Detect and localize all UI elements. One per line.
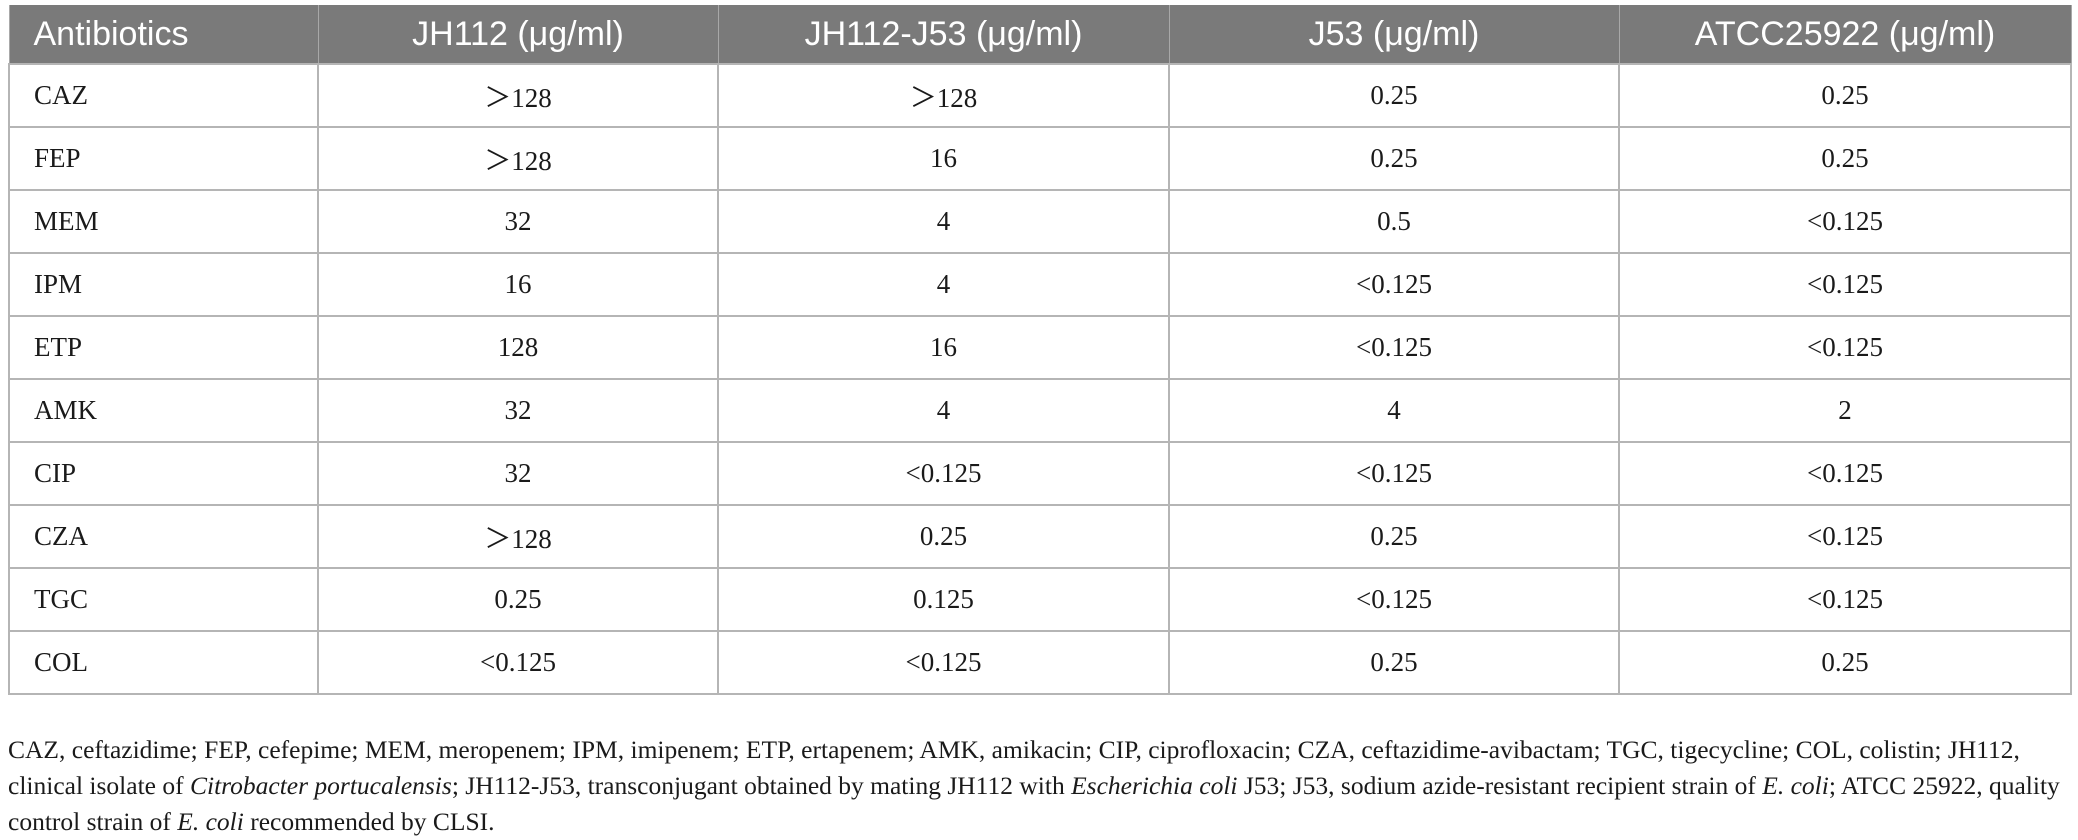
antibiotic-cell: TGC: [8, 567, 319, 632]
value-cell: 0.25: [1168, 504, 1620, 569]
mic-table: Antibiotics JH112 (μg/ml) JH112-J53 (μg/…: [8, 5, 2072, 695]
species-name: E. coli: [177, 806, 244, 836]
value-cell: 0.25: [1618, 126, 2072, 191]
value-cell: 0.25: [717, 504, 1170, 569]
value-cell: 128: [317, 315, 719, 380]
value-cell: <0.125: [717, 441, 1170, 506]
header-jh112-j53: JH112-J53 (μg/ml): [717, 5, 1170, 64]
value-cell: <0.125: [1618, 189, 2072, 254]
value-cell: 0.25: [1168, 126, 1620, 191]
value-cell: <0.125: [1168, 441, 1620, 506]
value-cell: 4: [717, 378, 1170, 443]
table-row: CIP 32 <0.125 <0.125 <0.125: [8, 441, 2072, 506]
table-row: FEP ＞128 16 0.25 0.25: [8, 126, 2072, 191]
table-row: TGC 0.25 0.125 <0.125 <0.125: [8, 567, 2072, 632]
footnote-text: ; JH112-J53, transconjugant obtained by …: [451, 770, 1072, 800]
value-cell: <0.125: [317, 630, 719, 695]
table-row: CZA ＞128 0.25 0.25 <0.125: [8, 504, 2072, 569]
mic-table-container: Antibiotics JH112 (μg/ml) JH112-J53 (μg/…: [8, 5, 2072, 695]
value-cell: <0.125: [1168, 252, 1620, 317]
value-cell: 32: [317, 189, 719, 254]
value-cell: <0.125: [1618, 567, 2072, 632]
value-cell: <0.125: [1168, 567, 1620, 632]
table-row: CAZ ＞128 ＞128 0.25 0.25: [8, 63, 2072, 128]
value-cell: 0.5: [1168, 189, 1620, 254]
header-atcc25922: ATCC25922 (μg/ml): [1618, 5, 2072, 64]
value-cell: <0.125: [717, 630, 1170, 695]
table-row: COL <0.125 <0.125 0.25 0.25: [8, 630, 2072, 695]
table-row: ETP 128 16 <0.125 <0.125: [8, 315, 2072, 380]
header-antibiotics: Antibiotics: [8, 5, 319, 64]
header-jh112: JH112 (μg/ml): [317, 5, 719, 64]
value-cell: 0.125: [717, 567, 1170, 632]
value-cell: 2: [1618, 378, 2072, 443]
antibiotic-cell: AMK: [8, 378, 319, 443]
value-cell: 16: [717, 315, 1170, 380]
footnote-text: J53; J53, sodium azide-resistant recipie…: [1237, 770, 1763, 800]
table-header-row: Antibiotics JH112 (μg/ml) JH112-J53 (μg/…: [8, 5, 2072, 64]
value-cell: ＞128: [317, 63, 719, 128]
value-cell: <0.125: [1618, 252, 2072, 317]
antibiotic-cell: FEP: [8, 126, 319, 191]
value-cell: 4: [717, 189, 1170, 254]
antibiotic-cell: ETP: [8, 315, 319, 380]
value-cell: <0.125: [1618, 504, 2072, 569]
value-cell: <0.125: [1618, 441, 2072, 506]
species-name: Escherichia coli: [1071, 770, 1238, 800]
footnote-text: recommended by CLSI.: [243, 806, 495, 836]
value-cell: 32: [317, 441, 719, 506]
value-cell: ＞128: [317, 126, 719, 191]
antibiotic-cell: COL: [8, 630, 319, 695]
table-row: AMK 32 4 4 2: [8, 378, 2072, 443]
value-cell: 32: [317, 378, 719, 443]
value-cell: 0.25: [317, 567, 719, 632]
antibiotic-cell: IPM: [8, 252, 319, 317]
antibiotic-cell: CIP: [8, 441, 319, 506]
value-cell: 0.25: [1618, 63, 2072, 128]
value-cell: <0.125: [1618, 315, 2072, 380]
antibiotic-cell: CAZ: [8, 63, 319, 128]
value-cell: 4: [1168, 378, 1620, 443]
footnote-text: CAZ, ceftazidime; FEP, cefepime; MEM, me…: [8, 734, 2020, 800]
table-row: MEM 32 4 0.5 <0.125: [8, 189, 2072, 254]
antibiotic-cell: MEM: [8, 189, 319, 254]
table-row: IPM 16 4 <0.125 <0.125: [8, 252, 2072, 317]
species-name: E. coli: [1762, 770, 1829, 800]
value-cell: 0.25: [1168, 63, 1620, 128]
species-name: Citrobacter portucalensis: [189, 770, 452, 800]
header-j53: J53 (μg/ml): [1168, 5, 1620, 64]
antibiotic-cell: CZA: [8, 504, 319, 569]
table-footnote: CAZ, ceftazidime; FEP, cefepime; MEM, me…: [8, 732, 2070, 840]
value-cell: 16: [717, 126, 1170, 191]
value-cell: 0.25: [1618, 630, 2072, 695]
value-cell: 0.25: [1168, 630, 1620, 695]
value-cell: <0.125: [1168, 315, 1620, 380]
value-cell: 16: [317, 252, 719, 317]
value-cell: ＞128: [317, 504, 719, 569]
value-cell: ＞128: [717, 63, 1170, 128]
value-cell: 4: [717, 252, 1170, 317]
